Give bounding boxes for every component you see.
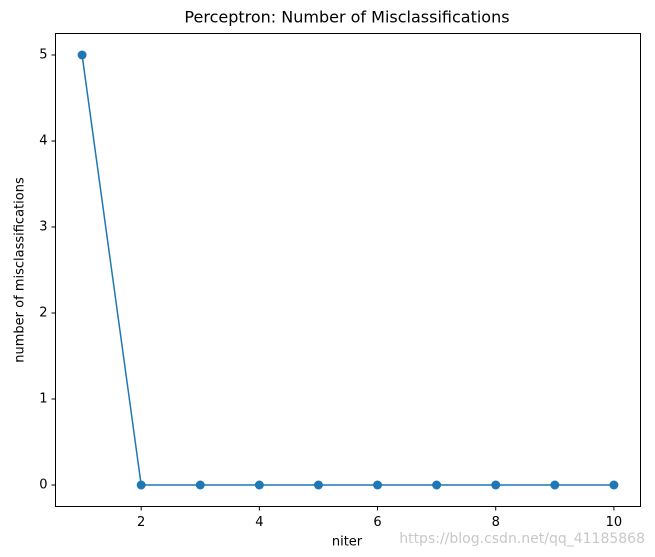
y-tick-label: 4 [39, 134, 47, 149]
point [254, 480, 264, 490]
point [373, 480, 383, 490]
point [432, 480, 442, 490]
x-tick-label: 8 [492, 515, 500, 530]
point [195, 480, 205, 490]
point [609, 480, 619, 490]
x-tick-label: 2 [137, 515, 145, 530]
x-tick-label: 6 [373, 515, 381, 530]
point [136, 480, 146, 490]
y-axis-label: number of misclassifications [13, 177, 28, 363]
line [81, 54, 614, 486]
y-tick-label: 1 [39, 392, 47, 407]
point [491, 480, 501, 490]
point [313, 480, 323, 490]
watermark: https://blog.csdn.net/qq_41185868 [399, 531, 645, 547]
x-axis-label: niter [332, 535, 363, 550]
point [77, 50, 87, 60]
y-tick-label: 2 [39, 306, 47, 321]
axes-frame [55, 33, 641, 507]
x-tick-label: 4 [255, 515, 263, 530]
y-tick-label: 0 [39, 478, 47, 493]
y-tick-label: 3 [39, 220, 47, 235]
y-tick-label: 5 [39, 48, 47, 63]
chart-title: Perceptron: Number of Misclassifications [184, 8, 509, 27]
point [550, 480, 560, 490]
x-tick-label: 10 [606, 515, 623, 530]
